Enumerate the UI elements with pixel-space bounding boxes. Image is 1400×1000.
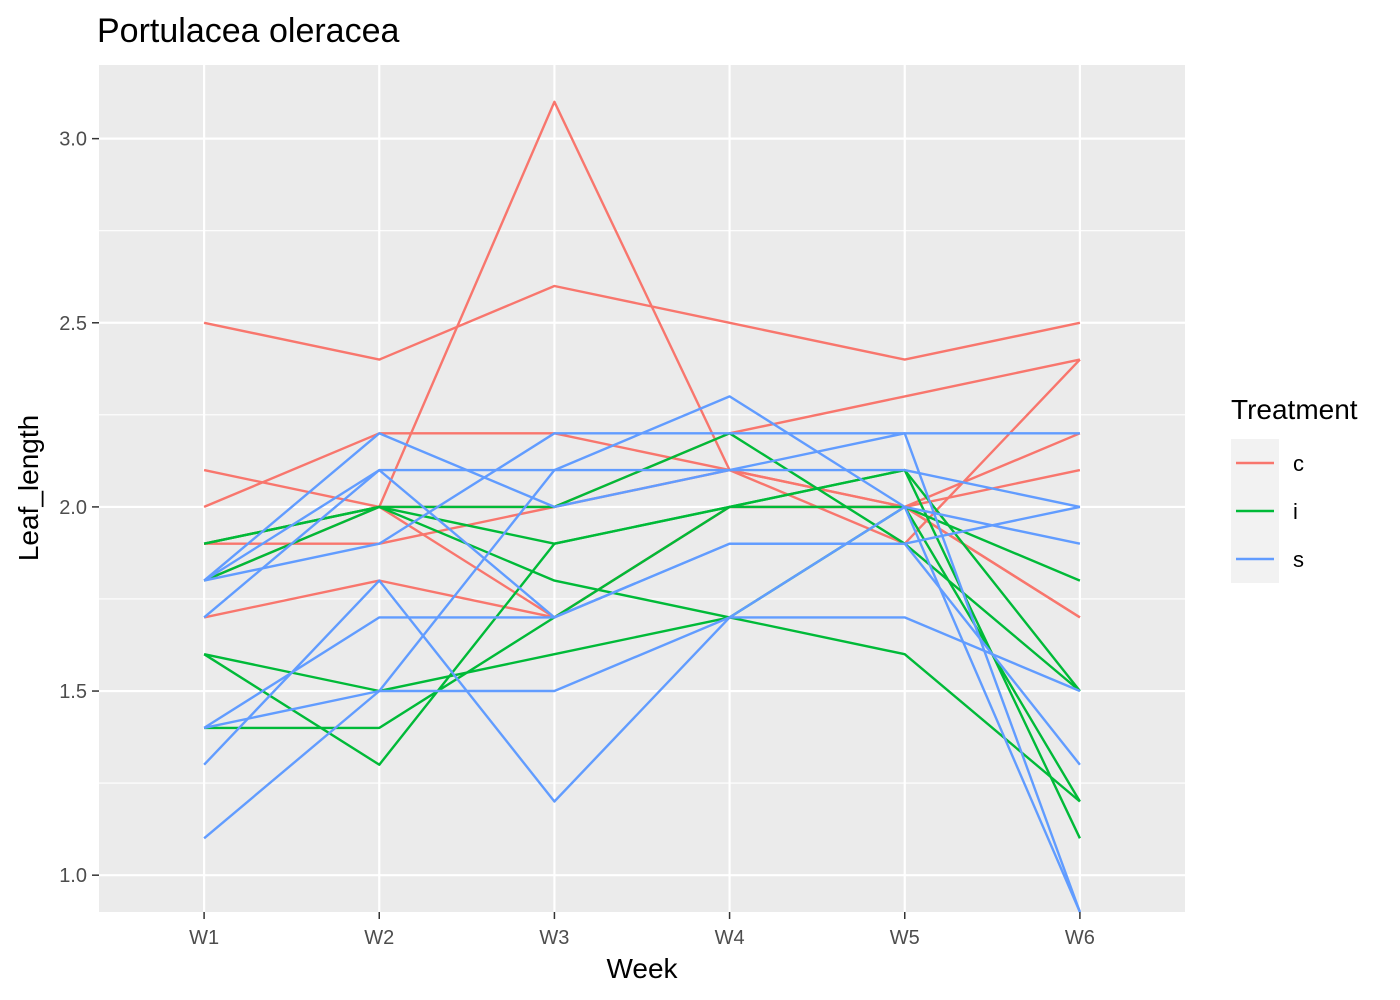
y-tick-label: 3.0: [59, 129, 87, 151]
series-line-i: [203, 505, 1081, 766]
series-line-c: [203, 432, 1081, 509]
x-tick-label: W1: [189, 927, 219, 949]
legend-label-c: c: [1293, 451, 1304, 476]
y-tick-label: 2.0: [59, 497, 87, 519]
major-gridlines: [99, 65, 1185, 912]
y-axis-ticks: 1.0 1.5 2.0 2.5 3.0: [59, 129, 99, 887]
x-axis-title: Week: [606, 953, 678, 984]
x-tick-label: W6: [1065, 927, 1095, 949]
y-tick-label: 1.0: [59, 865, 87, 887]
series-line-s: [203, 505, 1082, 913]
legend-label-i: i: [1293, 499, 1298, 524]
x-axis-ticks: W1 W2 W3 W4 W5 W6: [189, 912, 1095, 949]
x-tick-label: W3: [539, 927, 569, 949]
chart-title: Portulacea oleracea: [97, 12, 400, 50]
series-line-i: [204, 468, 1081, 730]
x-tick-label: W5: [890, 927, 920, 949]
legend: Treatment cis: [1231, 394, 1358, 583]
y-axis-title: Leaf_length: [13, 415, 44, 561]
series-line-s: [203, 395, 1081, 730]
legend-label-s: s: [1293, 547, 1304, 572]
series-line-s: [203, 468, 1081, 619]
x-tick-label: W4: [715, 927, 745, 949]
series-line-c: [203, 284, 1081, 361]
x-tick-label: W2: [364, 927, 394, 949]
y-tick-label: 2.5: [59, 313, 87, 335]
y-tick-label: 1.5: [59, 681, 87, 703]
series-line-i: [203, 505, 1081, 803]
legend-title: Treatment: [1231, 394, 1358, 425]
series-line-s: [203, 616, 1081, 840]
series-line-i: [203, 505, 1081, 803]
series-lines: [203, 100, 1082, 913]
series-line-s: [203, 468, 1081, 619]
